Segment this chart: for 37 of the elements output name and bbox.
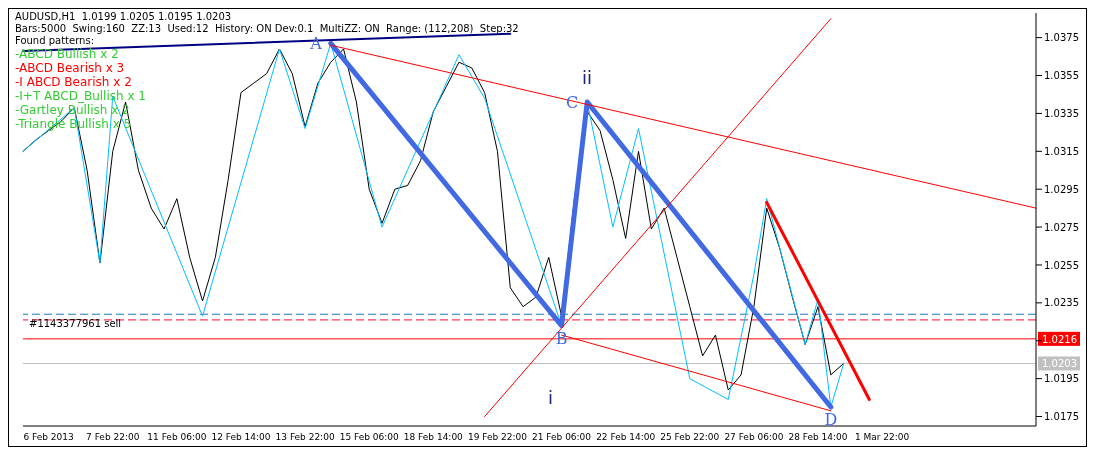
ref-line-label: 1.0203 [1042,358,1077,370]
y-tick-label: 1.0335 [1044,107,1079,119]
x-tick-label: 13 Feb 22:00 [275,432,335,443]
ref-line-label: 1.0216 [1042,333,1077,345]
data-label: D [824,410,838,430]
y-tick-label: 1.0235 [1044,297,1079,309]
x-tick-label: 7 Feb 22:00 [86,432,140,443]
x-tick-label: 11 Feb 06:00 [147,432,207,443]
annotation: ii [582,67,593,88]
annotation: i [548,387,554,408]
annotation: -I+T ABCD_Bullish x 1 [15,89,147,103]
x-tick-label: 28 Feb 14:00 [788,432,848,443]
annotation: -ABCD Bearish x 3 [15,61,126,75]
y-tick-label: 1.0255 [1044,259,1079,271]
text: Bars:5000 Swing:160 ZZ:13 Used:12 History: ON Dev:0.1 MultiZZ: ON Range: (112,208) Step:32 [15,23,519,35]
x-tick-label: 1 Mar 22:00 [854,432,910,443]
y-tick-label: 1.0295 [1044,183,1079,195]
x-tick-label: 22 Feb 14:00 [596,432,656,443]
ref-line-label: #1143377961 sell [29,318,122,330]
x-tick-label: 18 Feb 14:00 [403,432,464,443]
chart-title: AUDUSD,H1 1.0199 1.0205 1.0195 1.0203 [15,11,233,23]
annotation: Found patterns: [15,35,95,46]
annotation: -ABCD Bullish x 2 [15,47,119,61]
y-tick-label: 1.0195 [1044,373,1079,385]
x-tick-label: 6 Feb 2013 [23,432,74,443]
x-tick-label: 27 Feb 06:00 [724,432,784,443]
annotation: -I ABCD Bearish x 2 [15,75,133,89]
y-tick-label: 1.0275 [1044,221,1079,233]
y-tick-label: 1.0175 [1044,411,1079,423]
x-tick-label: 19 Feb 22:00 [467,432,528,443]
y-tick-label: 1.0355 [1044,70,1079,82]
y-tick-label: 1.0315 [1044,145,1079,157]
x-tick-label: 15 Feb 06:00 [339,432,400,443]
x-tick-label: 21 Feb 06:00 [532,432,592,443]
y-tick-label: 1.0375 [1044,32,1079,44]
x-tick-label: 12 Feb 14:00 [211,432,271,443]
x-tick-label: 25 Feb 22:00 [660,432,720,443]
